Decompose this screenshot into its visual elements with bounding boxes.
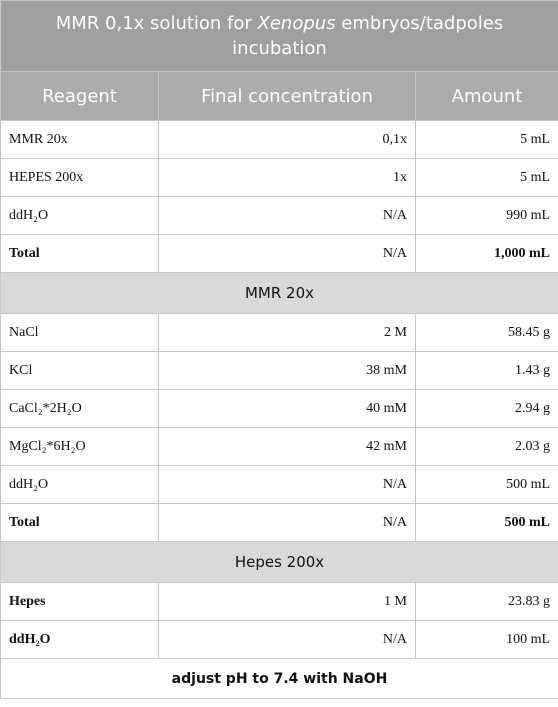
note-row: adjust pH to 7.4 with NaOH [0,658,558,699]
amount: 500 mL [414,465,558,504]
reagent: MgCl₂*6H₂O [0,427,159,466]
reagent: CaCl₂*2H₂O [0,389,159,428]
note: adjust pH to 7.4 with NaOH [0,658,558,699]
data-row: Total N/A 500 mL [0,503,558,542]
data-row: Hepes 1 M 23.83 g [0,582,558,621]
amount: 2.94 g [414,389,558,428]
amount: 990 mL [414,196,558,235]
section-heading: Hepes 200x [0,541,558,583]
amount: 500 mL [414,503,558,542]
reagent: ddH₂O [0,620,159,659]
reagent: Hepes [0,582,159,621]
header-row: Reagent Final concentration Amount [0,71,558,121]
amount: 5 mL [414,120,558,159]
data-row: KCl 38 mM 1.43 g [0,351,558,390]
data-row: HEPES 200x 1x 5 mL [0,158,558,197]
concentration: 2 M [158,313,416,352]
section-heading: MMR 20x [0,272,558,314]
amount: 100 mL [414,620,558,659]
concentration: 42 mM [158,427,416,466]
column-header: Reagent [0,71,159,121]
concentration: 40 mM [158,389,416,428]
reagent: NaCl [0,313,159,352]
amount: 1.43 g [414,351,558,390]
title-italic: Xenopus [257,13,336,34]
concentration: N/A [158,196,416,235]
title-text: embryos/tadpoles incubation [232,13,504,59]
concentration: 0,1x [158,120,416,159]
column-header: Final concentration [158,71,416,121]
concentration: 1 M [158,582,416,621]
reagent: HEPES 200x [0,158,159,197]
data-row: ddH₂O N/A 100 mL [0,620,558,659]
data-row: MgCl₂*6H₂O 42 mM 2.03 g [0,427,558,466]
amount: 5 mL [414,158,558,197]
section-row: MMR 20x [0,272,558,314]
data-row: ddH₂O N/A 990 mL [0,196,558,235]
concentration: N/A [158,234,416,273]
title-text: MMR 0,1x solution for [55,13,258,34]
table-title: MMR 0,1x solution for Xenopus embryos/ta… [0,0,558,72]
data-row: ddH₂O N/A 500 mL [0,465,558,504]
concentration: N/A [158,620,416,659]
reagent: Total [0,234,159,273]
data-row: Total N/A 1,000 mL [0,234,558,273]
reagent: ddH₂O [0,196,159,235]
amount: 1,000 mL [414,234,558,273]
reagent: KCl [0,351,159,390]
reagent: ddH₂O [0,465,159,504]
column-header: Amount [414,71,558,121]
concentration: 38 mM [158,351,416,390]
data-row: MMR 20x 0,1x 5 mL [0,120,558,159]
title-row: MMR 0,1x solution for Xenopus embryos/ta… [0,0,558,72]
reagent: MMR 20x [0,120,159,159]
concentration: 1x [158,158,416,197]
reagent: Total [0,503,159,542]
data-row: CaCl₂*2H₂O 40 mM 2.94 g [0,389,558,428]
concentration: N/A [158,465,416,504]
amount: 2.03 g [414,427,558,466]
data-row: NaCl 2 M 58.45 g [0,313,558,352]
amount: 23.83 g [414,582,558,621]
amount: 58.45 g [414,313,558,352]
section-row: Hepes 200x [0,541,558,583]
concentration: N/A [158,503,416,542]
